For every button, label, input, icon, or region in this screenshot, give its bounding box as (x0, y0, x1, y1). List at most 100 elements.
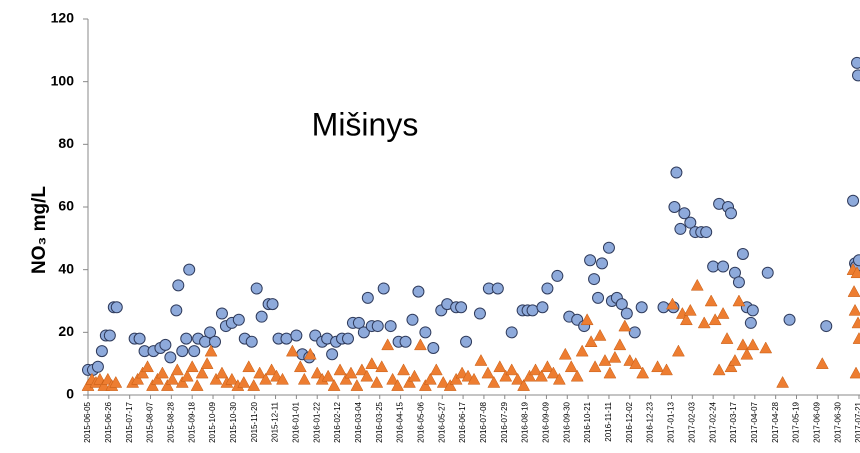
data-point (413, 338, 427, 351)
data-point (310, 366, 324, 379)
data-point (564, 360, 578, 373)
data-point (848, 303, 860, 316)
data-point (237, 375, 251, 388)
data-point (290, 329, 303, 342)
data-point (255, 310, 268, 323)
data-point (602, 241, 615, 254)
data-point (357, 326, 370, 339)
data-point (91, 360, 104, 373)
y-axis-label: NO₃ mg/L (29, 186, 50, 274)
x-tick-label: 2017-07-21 (854, 401, 860, 442)
data-point (195, 366, 209, 379)
y-tick-label: 0 (66, 386, 74, 402)
data-point (636, 366, 650, 379)
data-point (375, 360, 389, 373)
data-point (180, 369, 194, 382)
data-point (712, 363, 726, 376)
data-point (136, 366, 149, 379)
data-point (853, 254, 860, 267)
data-point (552, 372, 566, 385)
data-point (725, 207, 738, 220)
data-point (517, 379, 531, 391)
data-point (491, 282, 504, 295)
data-point (851, 316, 860, 329)
data-point (852, 332, 860, 344)
data-point (499, 369, 513, 382)
data-point (613, 338, 627, 351)
data-point (728, 354, 742, 366)
data-point (103, 329, 116, 342)
x-tick-label: 2016-09-30 (562, 401, 571, 442)
x-tick-label: 2016-05-06 (417, 401, 426, 442)
data-point (170, 304, 183, 317)
data-point (580, 313, 594, 326)
x-tick-label: 2017-06-30 (833, 401, 842, 442)
data-point (265, 363, 278, 376)
data-point (276, 372, 289, 385)
data-point (666, 297, 679, 310)
data-point (740, 347, 754, 360)
data-point (303, 347, 317, 360)
data-point (225, 372, 239, 385)
data-point (615, 298, 628, 311)
data-point (419, 326, 432, 339)
x-tick-label: 2016-05-27 (437, 401, 446, 442)
data-point (344, 366, 358, 379)
data-point (293, 360, 307, 373)
data-point (371, 320, 384, 333)
data-point (204, 326, 217, 339)
data-point (671, 344, 685, 357)
data-point (493, 360, 507, 373)
data-point (406, 313, 419, 326)
data-point (427, 342, 440, 354)
data-point (253, 366, 267, 379)
data-point (761, 266, 774, 279)
data-point (526, 304, 539, 317)
data-point (660, 363, 673, 376)
y-tick-label: 20 (58, 323, 74, 339)
data-point (131, 372, 145, 385)
data-point (467, 372, 481, 385)
data-point (674, 222, 687, 235)
data-point (180, 332, 193, 345)
data-point (384, 320, 397, 333)
x-tick-label: 2015-10-09 (208, 401, 217, 442)
data-point (541, 282, 554, 295)
data-point (850, 266, 860, 279)
x-tick-label: 2016-02-12 (333, 401, 342, 442)
data-point (209, 335, 222, 348)
x-tick-label: 2015-07-17 (125, 401, 134, 442)
chart-title: Mišinys (312, 106, 419, 142)
data-point (708, 313, 722, 326)
data-point (188, 345, 201, 358)
data-point (683, 303, 697, 316)
data-point (156, 366, 169, 379)
x-tick-label: 2016-01-01 (291, 401, 300, 442)
data-point (732, 276, 745, 289)
data-point (176, 345, 189, 358)
data-point (592, 291, 605, 304)
data-point (183, 263, 196, 276)
x-tick-label: 2016-06-17 (458, 401, 467, 442)
data-point (736, 248, 749, 260)
data-point (746, 338, 760, 351)
data-point (717, 260, 730, 273)
x-tick-label: 2015-10-30 (229, 401, 238, 442)
data-point (724, 360, 738, 373)
data-point (355, 363, 369, 376)
data-point (200, 357, 214, 369)
data-point (596, 257, 609, 270)
data-point (165, 372, 179, 385)
data-point (481, 366, 495, 379)
x-tick-label: 2016-04-15 (396, 401, 405, 442)
data-point (190, 379, 204, 391)
data-point (700, 226, 713, 239)
y-tick-label: 40 (58, 260, 74, 276)
data-point (570, 369, 584, 382)
data-point (175, 375, 189, 388)
data-point (847, 285, 860, 297)
x-tick-label: 2016-03-04 (354, 401, 363, 442)
data-point (333, 363, 347, 376)
data-point (736, 338, 750, 351)
y-tick-label: 80 (58, 135, 74, 151)
